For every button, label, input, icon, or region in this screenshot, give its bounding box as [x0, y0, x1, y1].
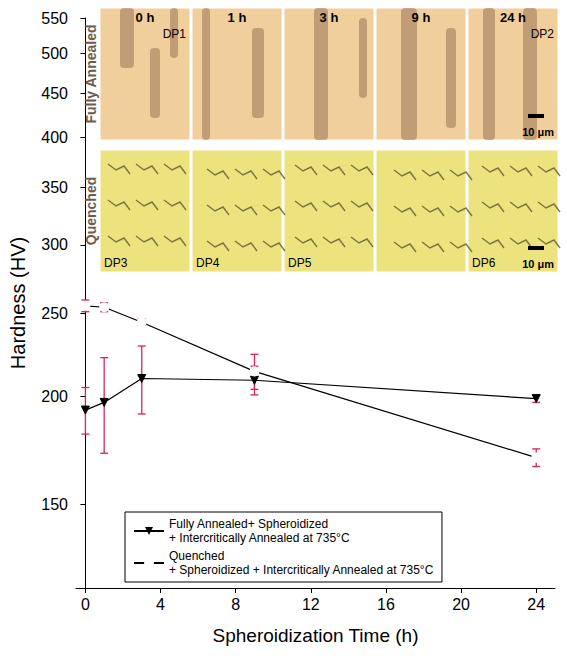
svg-text:Quenched: Quenched	[169, 549, 224, 563]
svg-text:+ Spheroidized + Intercritical: + Spheroidized + Intercritically Anneale…	[169, 563, 434, 577]
svg-text:20: 20	[452, 596, 470, 613]
svg-text:300: 300	[41, 236, 68, 253]
svg-text:24 h: 24 h	[500, 10, 526, 25]
svg-text:500: 500	[41, 45, 68, 62]
svg-text:10 μm: 10 μm	[522, 258, 554, 270]
svg-text:400: 400	[41, 129, 68, 146]
svg-text:12: 12	[302, 596, 320, 613]
svg-text:0: 0	[81, 596, 90, 613]
svg-text:DP2: DP2	[531, 27, 555, 41]
svg-text:200: 200	[41, 388, 68, 405]
svg-text:150: 150	[41, 496, 68, 513]
svg-text:8: 8	[231, 596, 240, 613]
svg-text:DP6: DP6	[472, 256, 496, 270]
svg-text:9 h: 9 h	[412, 10, 431, 25]
svg-text:450: 450	[41, 85, 68, 102]
svg-text:16: 16	[377, 596, 395, 613]
svg-text:0 h: 0 h	[136, 10, 155, 25]
svg-text:Quenched: Quenched	[83, 177, 99, 245]
svg-text:DP3: DP3	[104, 256, 128, 270]
svg-text:Fully Annealed+ Spheroidized: Fully Annealed+ Spheroidized	[169, 517, 328, 531]
svg-text:+ Intercritically Annealed at: + Intercritically Annealed at 735°C	[169, 531, 350, 545]
svg-text:250: 250	[41, 305, 68, 322]
svg-text:4: 4	[156, 596, 165, 613]
svg-text:DP1: DP1	[163, 27, 187, 41]
svg-text:550: 550	[41, 10, 68, 27]
svg-text:DP4: DP4	[196, 256, 220, 270]
svg-text:350: 350	[41, 179, 68, 196]
svg-text:24: 24	[527, 596, 545, 613]
svg-text:Spheroidization Time (h): Spheroidization Time (h)	[213, 625, 419, 646]
svg-text:DP5: DP5	[288, 256, 312, 270]
svg-text:1 h: 1 h	[228, 10, 247, 25]
svg-text:Fully Annealed: Fully Annealed	[83, 24, 99, 123]
svg-text:Hardness (HV): Hardness (HV)	[7, 237, 29, 369]
svg-text:10 μm: 10 μm	[522, 126, 554, 138]
svg-text:3 h: 3 h	[320, 10, 339, 25]
